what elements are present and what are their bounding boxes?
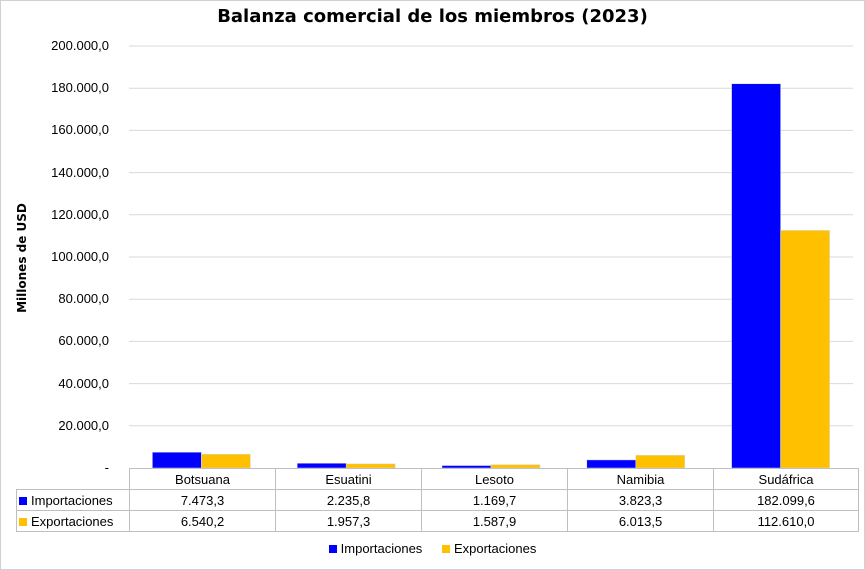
data-table-row: Exportaciones 6.540,2 1.957,3 1.587,9 6.…: [16, 510, 859, 532]
series-swatch-exportaciones: [19, 517, 27, 526]
series-row-header: Importaciones: [16, 489, 130, 511]
data-table-row: Importaciones 7.473,3 2.235,8 1.169,7 3.…: [16, 489, 859, 511]
y-tick-label: 80.000,0: [58, 291, 109, 307]
data-cell: 6.013,5: [567, 510, 714, 532]
data-cell: 1.587,9: [421, 510, 568, 532]
bar-importaciones-botsuana: [152, 451, 202, 469]
bar-importaciones-sudáfrica: [731, 83, 781, 469]
y-tick-label: 100.000,0: [51, 249, 109, 264]
data-cell: 7.473,3: [129, 489, 276, 511]
series-row-header: Exportaciones: [16, 510, 130, 532]
legend-item-importaciones: Importaciones: [328, 541, 423, 556]
legend-label: Importaciones: [340, 541, 423, 556]
legend-label: Exportaciones: [453, 541, 537, 556]
y-tick-label: -: [104, 460, 109, 475]
legend-item-exportaciones: Exportaciones: [441, 541, 537, 556]
category-label: Namibia: [567, 468, 714, 490]
category-label: Botsuana: [129, 468, 276, 490]
data-cell: 3.823,3: [567, 489, 714, 511]
y-tick-label: 20.000,0: [58, 417, 109, 433]
bar-exportaciones-sudáfrica: [780, 230, 830, 469]
y-tick-label: 180.000,0: [51, 80, 109, 96]
data-cell: 2.235,8: [275, 489, 422, 511]
y-tick-label: 40.000,0: [58, 375, 109, 391]
legend-swatch: [441, 545, 450, 553]
category-label: Sudáfrica: [713, 468, 859, 490]
data-cell: 112.610,0: [713, 510, 859, 532]
y-tick-label: 200.000,0: [51, 38, 109, 53]
y-tick-label: 120.000,0: [51, 206, 109, 222]
series-swatch-importaciones: [19, 496, 27, 505]
chart-title: Balanza comercial de los miembros (2023): [217, 6, 648, 27]
bar-exportaciones-namibia: [635, 455, 686, 469]
data-cell: 1.957,3: [275, 510, 422, 532]
data-cell: 1.169,7: [421, 489, 568, 511]
legend: Importaciones Exportaciones: [0, 541, 865, 556]
series-name: Exportaciones: [31, 513, 114, 529]
bar-exportaciones-esuatini: [345, 463, 396, 469]
y-tick-label: 60.000,0: [58, 333, 109, 349]
legend-swatch: [328, 545, 337, 553]
data-table-corner: [16, 468, 130, 490]
series-name: Importaciones: [31, 492, 113, 508]
bar-importaciones-namibia: [586, 459, 637, 469]
y-tick-label: 140.000,0: [51, 164, 109, 180]
category-label: Lesoto: [421, 468, 568, 490]
data-cell: 182.099,6: [713, 489, 859, 511]
data-table-header-row: Botsuana Esuatini Lesoto Namibia Sudáfri…: [16, 468, 859, 490]
data-table: Botsuana Esuatini Lesoto Namibia Sudáfri…: [16, 468, 859, 532]
y-tick-label: 160.000,0: [51, 122, 109, 138]
category-label: Esuatini: [275, 468, 422, 490]
bar-exportaciones-botsuana: [201, 453, 251, 469]
data-cell: 6.540,2: [129, 510, 276, 532]
